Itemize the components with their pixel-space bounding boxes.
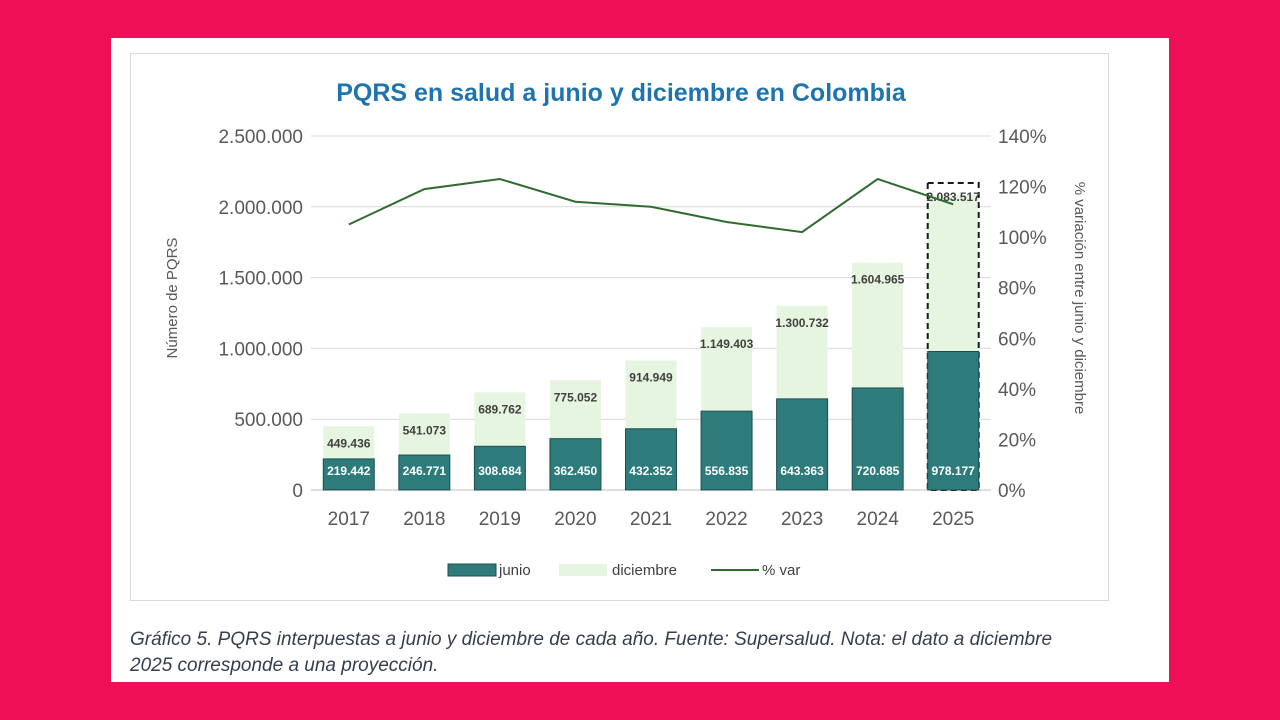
legend-label-junio: junio — [498, 562, 531, 579]
y-axis-label: Número de PQRS — [164, 238, 181, 359]
x-tick-label: 2025 — [932, 509, 974, 530]
data-label-junio-2020: 362.450 — [554, 464, 598, 478]
x-axis-ticks: 2017 2018 2019 2020 2021 2022 2023 2024 2025 — [328, 509, 975, 530]
bar-junio-2024 — [851, 387, 904, 491]
x-tick-label: 2017 — [328, 509, 370, 530]
data-label-diciembre-2021: 914.949 — [629, 370, 673, 384]
bar-junio-2022 — [700, 410, 753, 491]
x-tick-label: 2022 — [705, 509, 747, 530]
legend-swatch-junio — [447, 563, 497, 577]
bar-junio-2019 — [473, 445, 526, 491]
data-label-diciembre-2023: 1.300.732 — [775, 316, 829, 330]
y-tick-label: 2.500.000 — [218, 127, 303, 148]
bars: 449.436 219.442 541.073 246.771 689.762 308.6… — [322, 181, 981, 491]
data-label-junio-2019: 308.684 — [478, 464, 522, 478]
data-label-junio-2025: 978.177 — [932, 464, 976, 478]
x-tick-label: 2018 — [403, 509, 445, 530]
figure-card: PQRS en salud a junio y diciembre en Col… — [111, 38, 1169, 682]
data-label-diciembre-2025: 2.083.517 — [927, 190, 981, 204]
data-label-diciembre-2017: 449.436 — [327, 436, 371, 450]
data-label-diciembre-2019: 689.762 — [478, 402, 522, 416]
y2-tick-label: 120% — [998, 178, 1047, 199]
bar-junio-2020 — [549, 438, 602, 491]
data-label-diciembre-2024: 1.604.965 — [851, 273, 905, 287]
bar-junio-2023 — [776, 398, 829, 491]
data-label-junio-2021: 432.352 — [629, 464, 673, 478]
y2-tick-label: 80% — [998, 279, 1036, 300]
x-tick-label: 2024 — [857, 509, 900, 530]
data-label-junio-2023: 643.363 — [780, 464, 824, 478]
y2-axis-label: % variación entre junio y diciembre — [1071, 182, 1088, 415]
chart-frame: PQRS en salud a junio y diciembre en Col… — [130, 53, 1109, 601]
figure-caption: Gráfico 5. PQRS interpuestas a junio y d… — [130, 629, 1053, 676]
legend-label-diciembre: diciembre — [612, 562, 677, 579]
bar-junio-2017 — [322, 458, 375, 491]
chart-title: PQRS en salud a junio y diciembre en Col… — [336, 79, 907, 107]
legend: junio diciembre % var — [447, 562, 800, 579]
y2-tick-label: 100% — [998, 228, 1047, 249]
y-axis-ticks: 0 500.000 1.000.000 1.500.000 2.000.000 2.500… — [218, 127, 303, 502]
data-label-junio-2024: 720.685 — [856, 464, 900, 478]
x-tick-label: 2019 — [479, 509, 521, 530]
bar-junio-2018 — [398, 454, 451, 491]
data-label-diciembre-2020: 775.052 — [554, 390, 598, 404]
y2-tick-label: 0% — [998, 481, 1026, 502]
x-tick-label: 2023 — [781, 509, 823, 530]
bar-junio-2025 — [927, 350, 980, 491]
y2-axis-ticks: 0% 20% 40% 60% 80% 100% 120% 140% — [998, 127, 1047, 502]
y-tick-label: 2.000.000 — [218, 198, 303, 219]
data-label-diciembre-2022: 1.149.403 — [700, 337, 754, 351]
data-label-diciembre-2018: 541.073 — [403, 423, 447, 437]
var-line — [348, 177, 954, 234]
y-tick-label: 0 — [292, 481, 303, 502]
y-tick-label: 1.000.000 — [218, 339, 303, 360]
y2-tick-label: 20% — [998, 430, 1036, 451]
series-line-var — [348, 177, 954, 234]
y2-tick-label: 60% — [998, 329, 1036, 350]
y-tick-label: 500.000 — [234, 410, 303, 431]
y-tick-label: 1.500.000 — [218, 269, 303, 290]
data-label-junio-2022: 556.835 — [705, 464, 749, 478]
x-tick-label: 2020 — [554, 509, 596, 530]
data-label-junio-2018: 246.771 — [403, 464, 447, 478]
y2-tick-label: 40% — [998, 380, 1036, 401]
x-tick-label: 2021 — [630, 509, 672, 530]
bar-junio-2021 — [625, 428, 677, 491]
legend-label-var: % var — [762, 562, 800, 579]
data-label-junio-2017: 219.442 — [327, 464, 371, 478]
y2-tick-label: 140% — [998, 127, 1047, 148]
legend-swatch-diciembre — [559, 564, 607, 576]
pqrs-chart: PQRS en salud a junio y diciembre en Col… — [164, 79, 1088, 579]
